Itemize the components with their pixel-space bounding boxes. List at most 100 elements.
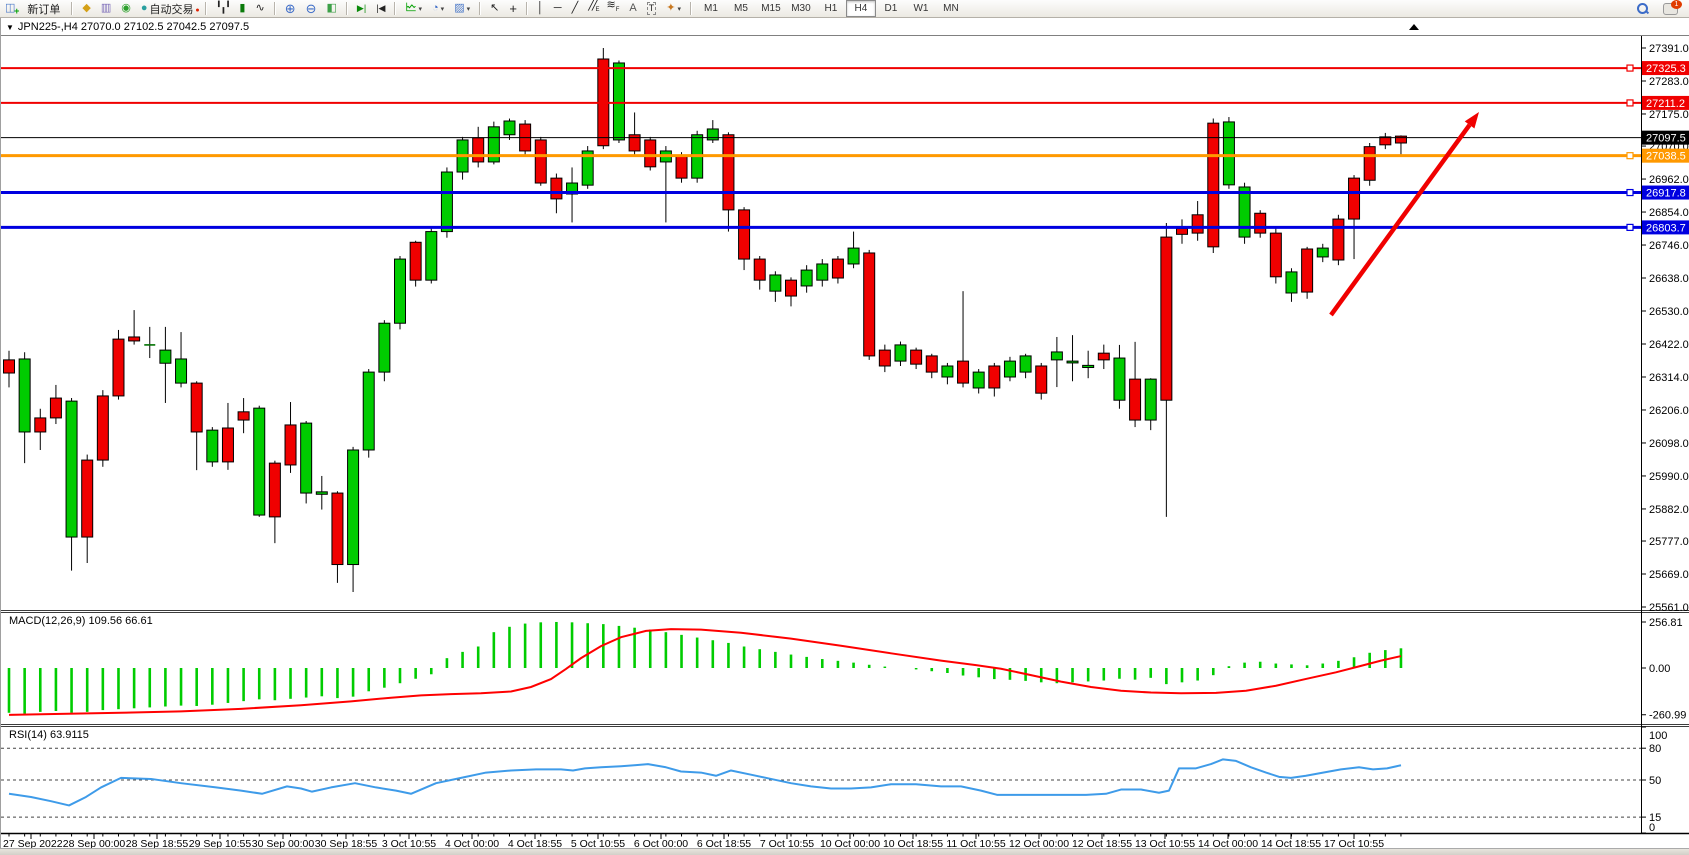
price-axis-label: 26098.0 bbox=[1649, 438, 1689, 450]
autotrade-button[interactable]: ● ● 自动交易 bbox=[137, 0, 200, 17]
time-axis-label: 4 Oct 18:55 bbox=[508, 838, 562, 850]
timeframe-group: M1 M5 M15 M30 H1 H4 D1 W1 MN bbox=[696, 0, 966, 17]
new-chart-button[interactable]: ◫ + bbox=[1, 0, 19, 17]
vertical-line-button[interactable]: │ bbox=[533, 0, 548, 17]
chart-title-text: JPN225-,H4 27070.0 27102.5 27042.5 27097… bbox=[17, 21, 250, 33]
bull-candle bbox=[425, 231, 438, 281]
line-handle[interactable] bbox=[1626, 64, 1634, 72]
price-axis-label: 26746.0 bbox=[1649, 240, 1689, 252]
tile-windows-button[interactable]: ◧ bbox=[323, 0, 341, 17]
text-label-button[interactable]: T bbox=[643, 0, 661, 17]
rsi-axis-label: 15 bbox=[1649, 812, 1661, 824]
trend-arrow-line[interactable] bbox=[1329, 123, 1472, 317]
price-badge-label: 26917.8 bbox=[1646, 188, 1686, 200]
bear-candle bbox=[878, 349, 891, 367]
bull-candle bbox=[503, 120, 516, 136]
history-center-button[interactable]: ◆ bbox=[78, 0, 94, 17]
bull-candle bbox=[300, 422, 313, 494]
timeframe-m1[interactable]: M1 bbox=[704, 3, 718, 14]
fibonacci-button[interactable]: ≋F bbox=[602, 0, 623, 17]
stop-dot-icon: ● bbox=[195, 7, 200, 14]
text-button[interactable]: A bbox=[625, 0, 640, 17]
bull-candle bbox=[253, 407, 266, 516]
timeframe-w1[interactable]: W1 bbox=[913, 3, 929, 14]
price-axis-label: 27391.0 bbox=[1649, 43, 1689, 55]
search-button[interactable] bbox=[1633, 0, 1652, 17]
templates-button[interactable]: ▨ ▾ bbox=[450, 0, 474, 17]
bull-candle bbox=[1113, 357, 1126, 401]
indicators-icon: 🗠 bbox=[405, 2, 417, 14]
bull-candle bbox=[1285, 271, 1298, 294]
line-handle[interactable] bbox=[1626, 152, 1634, 160]
line-handle[interactable] bbox=[1626, 188, 1634, 197]
bear-candle bbox=[1379, 136, 1392, 146]
arrows-button[interactable]: ✦ ▾ bbox=[662, 0, 685, 17]
bull-candle bbox=[159, 349, 172, 364]
trendline-icon: ╱ bbox=[571, 2, 579, 14]
price-axis-label: 25990.0 bbox=[1649, 471, 1689, 483]
bear-candle bbox=[190, 382, 203, 433]
equidistant-channel-button[interactable]: ╱╱E bbox=[584, 0, 600, 17]
line-chart-icon: ∿ bbox=[255, 2, 265, 14]
chat-button[interactable]: 1 bbox=[1659, 0, 1682, 17]
price-axis-label: 27283.0 bbox=[1649, 76, 1689, 88]
bear-candle bbox=[1269, 232, 1282, 278]
bull-candle bbox=[972, 371, 985, 389]
price-badge-label: 26803.7 bbox=[1646, 222, 1686, 234]
line-handle[interactable] bbox=[1626, 223, 1634, 231]
bar-chart-icon: ╹╻╹ bbox=[215, 2, 232, 14]
time-axis-label: 11 Oct 10:55 bbox=[946, 838, 1006, 850]
timeframe-m5[interactable]: M5 bbox=[734, 3, 748, 14]
time-axis-label: 10 Oct 00:00 bbox=[820, 838, 880, 850]
dropdown-arrow-icon: ▾ bbox=[466, 5, 471, 13]
macd-axis-label: -260.99 bbox=[1649, 710, 1686, 722]
time-axis-label: 10 Oct 18:55 bbox=[883, 838, 943, 850]
price-axis-label: 26962.0 bbox=[1649, 174, 1689, 186]
chart-window-button[interactable]: ▥ bbox=[97, 0, 115, 17]
collapse-icon[interactable]: ▼ bbox=[6, 23, 14, 32]
price-badge-label: 27325.3 bbox=[1646, 63, 1686, 75]
price-badge bbox=[1642, 185, 1689, 200]
crosshair-button[interactable]: + bbox=[505, 0, 521, 17]
period-menu-button[interactable]: ◔ ▾ bbox=[428, 0, 448, 17]
zoom-in-button[interactable]: ⊕ bbox=[281, 0, 300, 17]
macd-signal-line bbox=[8, 628, 1402, 716]
macd-label: MACD(12,26,9) 109.56 66.61 bbox=[9, 615, 153, 627]
line-chart-button[interactable]: ∿ bbox=[251, 0, 268, 17]
signals-button[interactable]: ◉ bbox=[117, 0, 135, 17]
new-order-label: 新订单 bbox=[27, 3, 61, 16]
trendline-button[interactable]: ╱ bbox=[568, 0, 583, 17]
text-icon: A bbox=[629, 2, 637, 14]
timeframe-d1[interactable]: D1 bbox=[884, 3, 898, 14]
timeframe-m30[interactable]: M30 bbox=[791, 3, 811, 14]
chart-shift-button[interactable]: |◀ bbox=[372, 0, 389, 17]
candle-chart-button[interactable]: ▮ bbox=[235, 0, 249, 17]
trend-arrow-head[interactable] bbox=[1464, 112, 1479, 129]
indicators-button[interactable]: 🗠 ▾ bbox=[401, 0, 426, 17]
bear-candle bbox=[472, 137, 485, 163]
chart-title-bar[interactable]: ▼ JPN225-,H4 27070.0 27102.5 27042.5 2709… bbox=[6, 21, 249, 33]
horizontal-line-button[interactable]: ─ bbox=[550, 0, 566, 17]
timeframe-m15[interactable]: M15 bbox=[761, 3, 781, 14]
cursor-button[interactable]: ↖ bbox=[486, 0, 503, 17]
autotrade-label: 自动交易 bbox=[149, 3, 194, 16]
bull-candle bbox=[894, 344, 907, 362]
bear-candle bbox=[237, 411, 250, 421]
new-order-button[interactable]: 新订单 bbox=[21, 0, 66, 17]
bar-chart-button[interactable]: ╹╻╹ bbox=[212, 0, 234, 17]
timeframe-mn[interactable]: MN bbox=[943, 3, 959, 14]
bear-candle bbox=[81, 459, 94, 538]
time-axis-label: 13 Oct 10:55 bbox=[1135, 838, 1195, 850]
bull-candle bbox=[847, 247, 860, 265]
auto-scroll-button[interactable]: ▶| bbox=[353, 0, 370, 17]
timeframe-h1[interactable]: H1 bbox=[824, 3, 838, 14]
bear-candle bbox=[1160, 236, 1173, 401]
price-axis-label: 27175.0 bbox=[1649, 109, 1689, 121]
line-handle[interactable] bbox=[1626, 99, 1634, 107]
scroll-to-end-icon[interactable] bbox=[1409, 24, 1419, 30]
window-bottom-edge bbox=[0, 848, 1689, 855]
timeframe-h4[interactable]: H4 bbox=[845, 0, 876, 17]
rsi-label: RSI(14) 63.9115 bbox=[9, 729, 89, 741]
zoom-out-button[interactable]: ⊖ bbox=[302, 0, 321, 17]
